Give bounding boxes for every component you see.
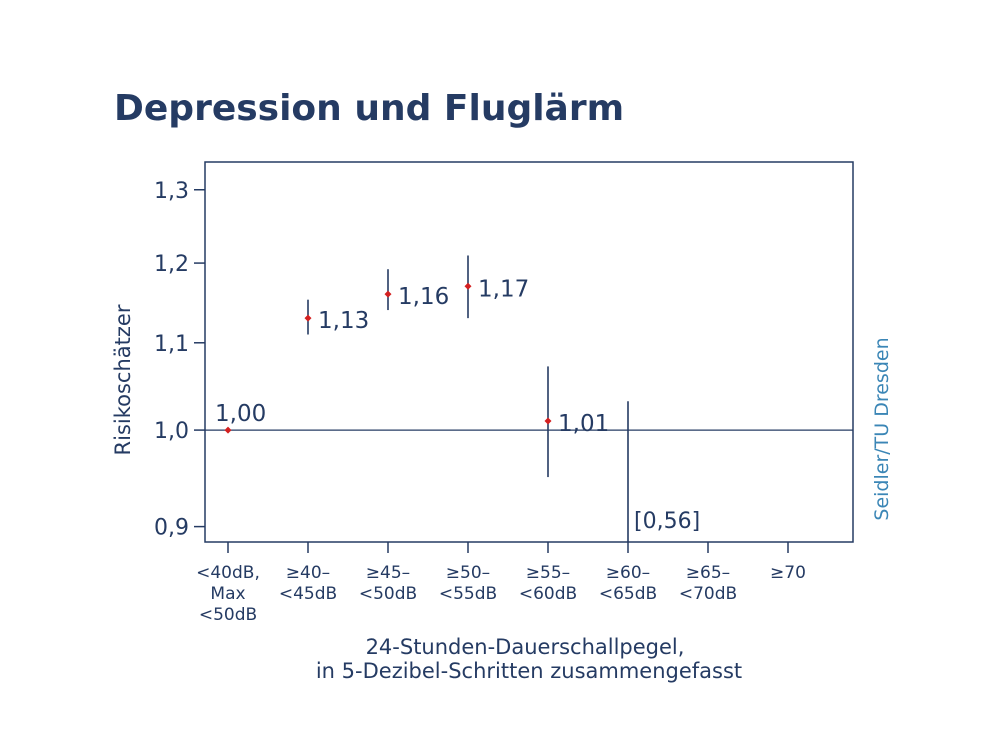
data-point [384,290,392,298]
y-tick-label: 1,2 [154,252,189,277]
x-tick-label: ≥50– [446,563,490,583]
data-label: 1,01 [558,411,609,437]
x-tick-label: <45dB [279,584,337,604]
data-label: 1,16 [398,284,449,310]
x-axis-title-line-2: in 5-Dezibel-Schritten zusammengefasst [316,659,742,683]
chart-title: Depression und Fluglärm [114,88,624,129]
x-tick-label: ≥65– [686,563,730,583]
x-tick-label: <50dB [199,605,257,625]
y-tick-label: 1,1 [154,332,189,357]
data-point [224,426,232,434]
y-tick-label: 1,3 [154,179,189,204]
x-tick-label: Max [210,584,245,604]
ci-lower-note: [0,56] [634,509,700,534]
data-point [304,314,312,322]
x-tick-label: ≥70 [770,563,806,583]
x-tick-label: ≥45– [366,563,410,583]
data-label: 1,13 [318,308,369,334]
x-tick-label: ≥60– [606,563,650,583]
data-marks: 1,00 1,13 1,16 1,17 1,01 [0,56] [215,255,700,542]
plot-frame [204,161,854,543]
data-point [544,417,552,425]
x-axis: <40dB,Max<50dB≥40–<45dB≥45–<50dB≥50–<55d… [196,542,806,625]
source-credit: Seidler/TU Dresden [871,337,893,520]
y-tick-label: 1,0 [154,419,189,444]
x-tick-label: <40dB, [196,563,260,583]
data-point [464,282,472,290]
y-axis-title: Risikoschätzer [111,304,135,455]
x-tick-label: <55dB [439,584,497,604]
y-axis: 0,9 1,0 1,1 1,2 1,3 [154,179,205,541]
x-tick-label: <70dB [679,584,737,604]
y-tick-label: 0,9 [154,516,189,541]
x-tick-label: <65dB [599,584,657,604]
x-tick-label: ≥40– [286,563,330,583]
data-label: 1,00 [215,401,266,427]
x-tick-label: <60dB [519,584,577,604]
x-tick-label: ≥55– [526,563,570,583]
x-axis-title-line-1: 24-Stunden-Dauerschallpegel, [366,635,685,659]
data-label: 1,17 [478,276,529,302]
x-tick-label: <50dB [359,584,417,604]
